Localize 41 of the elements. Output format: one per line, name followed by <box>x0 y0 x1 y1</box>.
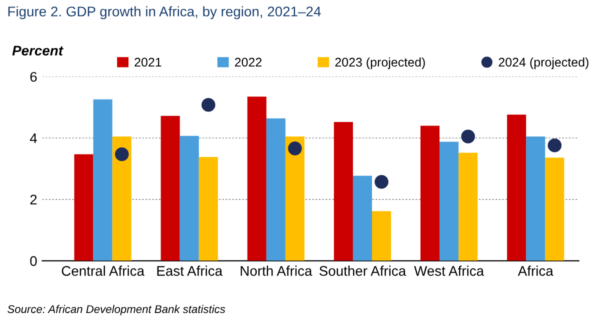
bar <box>74 154 94 261</box>
bar <box>440 142 459 261</box>
y-tick-label: 0 <box>30 256 37 266</box>
bar <box>266 118 286 261</box>
x-tick-label: North Africa <box>240 266 312 276</box>
y-tick-label: 6 <box>30 72 37 82</box>
point <box>548 138 562 152</box>
x-tick-label: Souther Africa <box>319 266 406 276</box>
bar <box>180 136 199 261</box>
bar <box>112 136 132 261</box>
point <box>374 175 388 189</box>
chart-title: Figure 2. GDP growth in Africa, by region, 2021–24 <box>8 6 321 20</box>
bar <box>458 152 478 261</box>
point <box>288 142 302 156</box>
bar <box>352 176 372 261</box>
bar <box>420 126 440 261</box>
bar <box>93 99 112 261</box>
source-note: Source: African Development Bank statistics <box>8 304 226 316</box>
bar <box>526 136 546 261</box>
bar <box>247 96 266 261</box>
bar <box>545 158 564 261</box>
bar <box>198 157 218 261</box>
legend-label: 2024 (projected) <box>498 57 588 70</box>
x-tick-label: West Africa <box>414 266 484 276</box>
legend-label: 2023 (projected) <box>335 57 425 70</box>
bar <box>285 136 304 261</box>
bar <box>372 211 392 261</box>
point <box>461 130 475 144</box>
point <box>202 98 216 112</box>
bar <box>160 116 180 261</box>
x-tick-label: Africa <box>518 266 554 276</box>
bar <box>334 122 353 261</box>
point <box>114 147 129 162</box>
x-tick-label: East Africa <box>157 266 223 276</box>
y-tick-label: 4 <box>30 133 37 144</box>
x-tick-label: Central Africa <box>62 266 144 276</box>
y-axis-title: Percent <box>12 46 64 56</box>
y-tick-label: 2 <box>30 194 37 204</box>
legend-label: 2021 <box>134 58 162 67</box>
bar <box>507 114 526 261</box>
legend-label: 2022 <box>234 58 262 67</box>
